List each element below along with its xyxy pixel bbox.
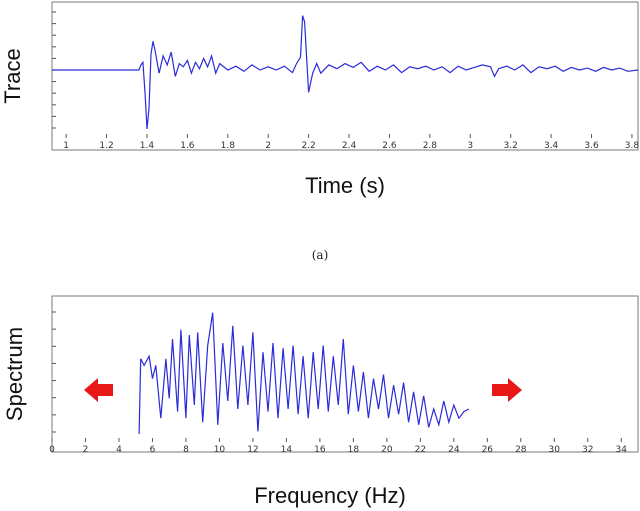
trace-x-ticks: 1 1.2 1.4 1.6 1.8 2 2.2 2.4 2.6 2.8 3 3.2 3.4 3.6 3.8	[63, 134, 639, 151]
spectrum-x-tick-label: 6	[150, 445, 156, 455]
spectrum-x-tick-label: 24	[448, 445, 460, 455]
spectrum-x-axis-label: Frequency (Hz)	[254, 483, 406, 508]
spectrum-x-tick-label: 34	[616, 445, 628, 455]
trace-x-tick-label: 2.4	[342, 141, 357, 151]
trace-x-tick-label: 3.6	[584, 141, 599, 151]
spectrum-x-tick-label: 20	[381, 445, 393, 455]
spectrum-x-ticks: 0 2 4 6 8 10 12 14 16 18 20 22 24 26 28 30 32 34	[49, 438, 627, 455]
spectrum-x-tick-label: 26	[482, 445, 494, 455]
subfigure-caption-a: (a)	[312, 248, 329, 262]
trace-series-line	[52, 15, 639, 129]
trace-x-tick-label: 2.6	[382, 141, 397, 151]
spectrum-x-tick-label: 4	[116, 445, 122, 455]
spectrum-y-ticks	[52, 311, 56, 433]
spectrum-x-tick-label: 2	[83, 445, 89, 455]
trace-chart: 1 1.2 1.4 1.6 1.8 2 2.2 2.4 2.6 2.8 3 3.2 3.4 3.6 3.8 …	[0, 1, 639, 198]
trace-x-tick-label: 1	[63, 141, 69, 151]
spectrum-x-tick-label: 8	[183, 445, 189, 455]
trace-x-tick-label: 3.2	[504, 141, 518, 151]
trace-x-tick-label: 1.8	[221, 141, 236, 151]
spectrum-chart: 0 2 4 6 8 10 12 14 16 18 20 22 24 26 28 30 32 34 Frequenc…	[2, 295, 639, 508]
right-arrow-icon	[492, 378, 522, 402]
trace-x-tick-label: 1.2	[99, 141, 113, 151]
trace-x-tick-label: 3.4	[544, 141, 559, 151]
trace-x-tick-label: 2.2	[301, 141, 315, 151]
spectrum-x-tick-label: 14	[281, 445, 293, 455]
trace-x-tick-label: 1.4	[140, 141, 155, 151]
spectrum-x-tick-label: 12	[247, 445, 258, 455]
spectrum-x-tick-label: 22	[415, 445, 426, 455]
spectrum-x-tick-label: 16	[314, 445, 326, 455]
left-arrow-icon	[84, 378, 113, 402]
trace-x-tick-label: 3	[467, 141, 473, 151]
trace-plot-frame	[51, 1, 639, 151]
spectrum-x-tick-label: 28	[515, 445, 527, 455]
spectrum-x-tick-label: 30	[549, 445, 561, 455]
spectrum-x-tick-label: 0	[49, 445, 55, 455]
spectrum-series-line	[138, 312, 470, 435]
spectrum-x-tick-label: 18	[348, 445, 360, 455]
spectrum-plot-frame	[51, 295, 639, 453]
trace-y-axis-label: Trace	[0, 48, 25, 103]
trace-x-tick-label: 3.8	[625, 141, 640, 151]
trace-x-tick-label: 2	[265, 141, 271, 151]
trace-x-axis-label: Time (s)	[305, 173, 385, 198]
spectrum-y-axis-label: Spectrum	[2, 327, 27, 421]
spectrum-x-tick-label: 10	[214, 445, 226, 455]
trace-x-tick-label: 1.6	[180, 141, 195, 151]
spectrum-x-tick-label: 32	[582, 445, 593, 455]
trace-x-tick-label: 2.8	[423, 141, 438, 151]
